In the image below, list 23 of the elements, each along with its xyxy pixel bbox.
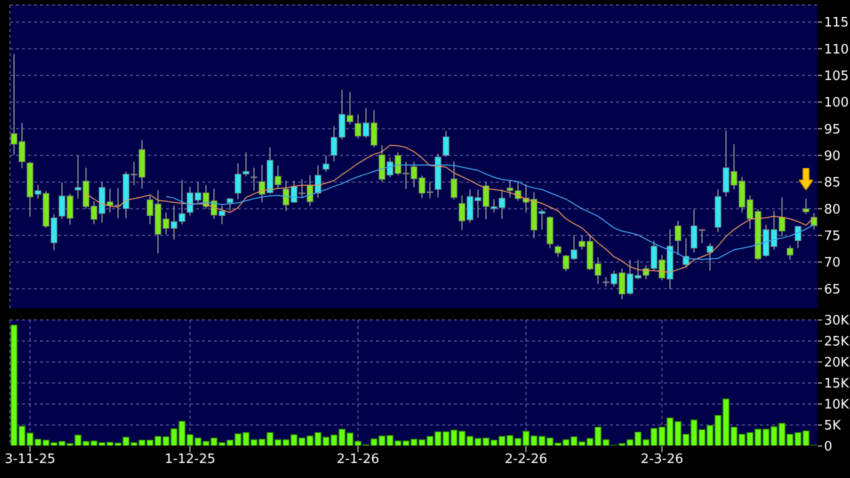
- y-tick-label: 70: [824, 256, 841, 271]
- y-tick-label: 10K: [824, 398, 850, 413]
- y-tick-label: 115: [824, 16, 849, 31]
- x-tick-label: 3-11-25: [4, 452, 56, 468]
- x-tick-label: 2-1-26: [336, 452, 380, 468]
- y-tick-label: 20K: [824, 356, 850, 371]
- y-tick-label: 90: [824, 149, 841, 164]
- y-tick-label: 65: [824, 282, 841, 298]
- y-tick-label: 105: [824, 69, 849, 84]
- y-tick-label: 30K: [824, 314, 850, 329]
- y-tick-label: 15K: [824, 376, 850, 392]
- y-tick-label: 75: [824, 229, 841, 244]
- y-tick-label: 0: [824, 440, 832, 455]
- x-tick-label: 1-12-25: [164, 452, 216, 468]
- y-tick-label: 100: [824, 96, 849, 111]
- y-tick-label: 25K: [824, 334, 850, 350]
- y-tick-label: 5K: [824, 418, 842, 434]
- y-tick-label: 95: [824, 122, 841, 138]
- y-tick-label: 80: [824, 202, 841, 218]
- y-tick-label: 110: [824, 42, 849, 58]
- x-tick-label: 2-3-26: [640, 452, 684, 468]
- y-tick-label: 85: [824, 176, 841, 191]
- x-tick-label: 2-2-26: [504, 452, 548, 468]
